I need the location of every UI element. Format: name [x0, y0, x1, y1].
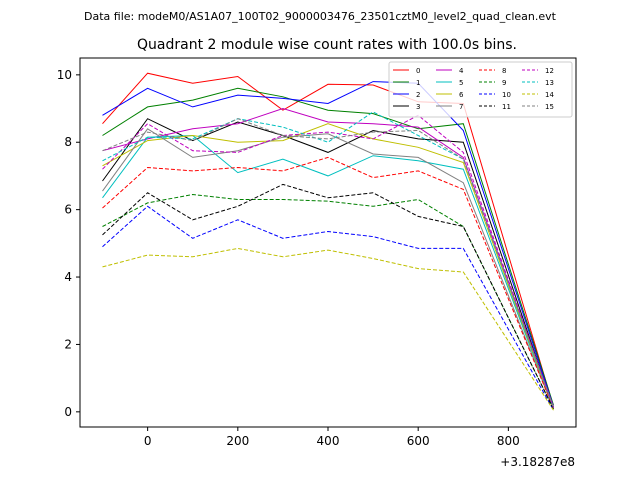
- legend-label-4: 4: [459, 67, 464, 75]
- x-tick-label: 400: [317, 434, 340, 448]
- series-line-15: [102, 118, 554, 408]
- legend-label-2: 2: [416, 91, 420, 99]
- series-line-5: [102, 134, 554, 409]
- series-line-11: [102, 183, 554, 410]
- series-line-9: [102, 193, 554, 410]
- legend-label-8: 8: [502, 67, 506, 75]
- legend-label-11: 11: [502, 103, 511, 111]
- series-line-12: [102, 114, 554, 408]
- y-tick-label: 8: [64, 135, 72, 149]
- legend-label-13: 13: [545, 79, 554, 87]
- chart-title: Quadrant 2 module wise count rates with …: [137, 37, 517, 53]
- y-tick-label: 0: [64, 405, 72, 419]
- legend-label-5: 5: [459, 79, 463, 87]
- y-axis: 0 2 4 6 8 10: [57, 68, 80, 419]
- plot-area: [102, 72, 554, 411]
- x-tick-label: 800: [497, 434, 520, 448]
- x-tick-label: 600: [407, 434, 430, 448]
- data-file-label: Data file: modeM0/AS1A07_100T02_90000034…: [84, 10, 557, 23]
- series-line-4: [102, 107, 554, 407]
- x-tick-label: 200: [226, 434, 249, 448]
- legend-label-0: 0: [416, 67, 420, 75]
- legend-label-3: 3: [416, 103, 420, 111]
- legend-label-9: 9: [502, 79, 506, 87]
- series-line-3: [102, 118, 554, 409]
- x-axis: 0 200 400 600 800: [144, 427, 520, 448]
- legend-label-15: 15: [545, 103, 554, 111]
- legend-label-6: 6: [459, 91, 464, 99]
- legend-label-12: 12: [545, 67, 554, 75]
- x-tick-label: 0: [144, 434, 152, 448]
- series-line-8: [102, 156, 554, 409]
- legend-label-1: 1: [416, 79, 420, 87]
- series-line-6: [102, 123, 554, 409]
- y-tick-label: 2: [64, 337, 72, 351]
- series-line-7: [102, 128, 554, 409]
- series-line-10: [102, 205, 554, 411]
- legend-label-14: 14: [545, 91, 554, 99]
- y-tick-label: 6: [64, 203, 72, 217]
- y-tick-label: 4: [64, 270, 72, 284]
- legend-label-7: 7: [459, 103, 463, 111]
- x-axis-offset-label: +3.18287e8: [500, 455, 575, 469]
- series-line-1: [102, 87, 554, 406]
- y-tick-label: 10: [57, 68, 72, 82]
- series-line-14: [102, 247, 554, 411]
- legend-box: [388, 61, 573, 118]
- series-line-13: [102, 111, 554, 408]
- legend-label-10: 10: [502, 91, 511, 99]
